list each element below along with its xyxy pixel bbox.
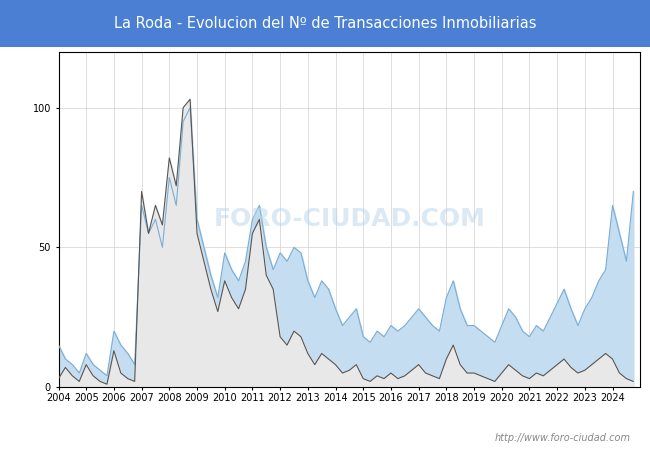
Text: FORO-CIUDAD.COM: FORO-CIUDAD.COM [213, 207, 486, 231]
Text: http://www.foro-ciudad.com: http://www.foro-ciudad.com [495, 433, 630, 443]
Text: La Roda - Evolucion del Nº de Transacciones Inmobiliarias: La Roda - Evolucion del Nº de Transaccio… [114, 16, 536, 31]
